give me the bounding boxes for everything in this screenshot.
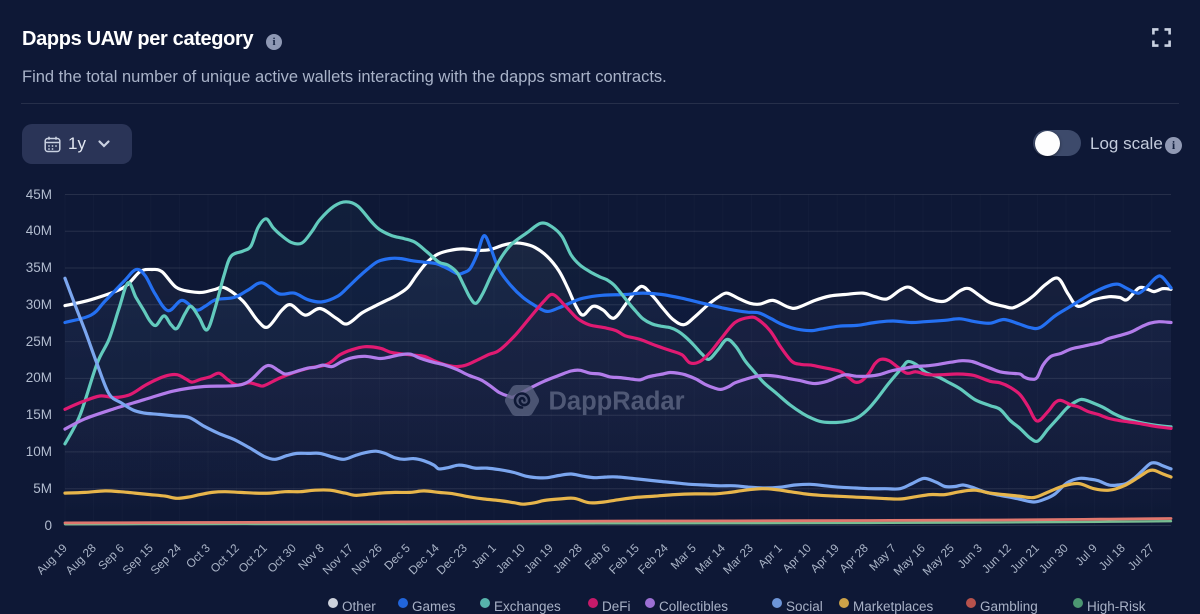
svg-text:DappRadar: DappRadar (549, 388, 685, 416)
